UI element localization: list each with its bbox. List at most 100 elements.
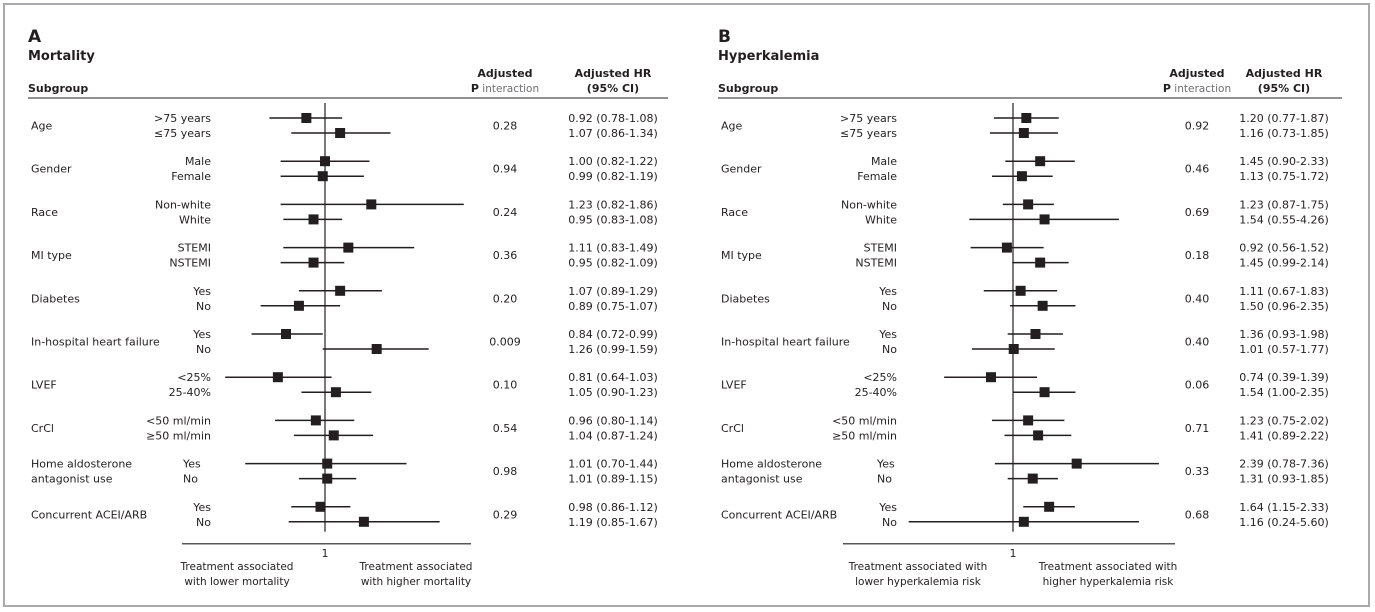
forest-panel-a: A Mortality Subgroup Adjusted P interaction A… bbox=[28, 27, 668, 588]
hr-ci-text: 1.23 (0.87-1.75) bbox=[1239, 198, 1329, 211]
subgroup-name: MI type bbox=[31, 249, 72, 262]
hr-ci-text: 0.92 (0.56-1.52) bbox=[1239, 242, 1329, 255]
hr-ci-text: 1.11 (0.67-1.83) bbox=[1239, 285, 1329, 298]
hr-ci-text: 0.95 (0.83-1.08) bbox=[568, 213, 658, 226]
subgroup-name: Gender bbox=[721, 163, 762, 176]
p-interaction-value: 0.94 bbox=[493, 163, 518, 176]
hr-ci-text: 1.19 (0.85-1.67) bbox=[568, 516, 658, 529]
subgroup-2: Race 0.24 Non-white 1.23 (0.82-1.86) White 0.… bbox=[31, 198, 658, 226]
footer-right-caption: with higher mortality bbox=[361, 576, 471, 588]
hr-point-estimate bbox=[272, 372, 283, 383]
hr-point-estimate bbox=[301, 113, 312, 123]
row-label: No bbox=[183, 473, 198, 486]
footer-right-caption: Treatment associated bbox=[359, 561, 473, 573]
hr-point-estimate bbox=[358, 516, 369, 527]
subgroup-name: MI type bbox=[721, 249, 762, 262]
subgroup-name: CrCl bbox=[721, 422, 744, 435]
hr-point-estimate bbox=[330, 387, 341, 398]
hr-point-estimate bbox=[1023, 415, 1034, 426]
p-interaction-value: 0.06 bbox=[1185, 379, 1210, 392]
subgroup-name: Race bbox=[31, 206, 58, 219]
row-label: No bbox=[196, 300, 211, 313]
column-header-p-line1: Adjusted bbox=[477, 67, 532, 80]
p-interaction-value: 0.69 bbox=[1185, 206, 1210, 219]
hr-ci-text: 0.92 (0.78-1.08) bbox=[568, 112, 658, 125]
row-label: Female bbox=[171, 170, 211, 183]
row-label: <25% bbox=[177, 371, 211, 384]
hr-point-estimate bbox=[1035, 257, 1046, 268]
hr-point-estimate bbox=[281, 329, 292, 339]
hr-ci-text: 1.16 (0.73-1.85) bbox=[1239, 127, 1329, 140]
hr-ci-text: 1.11 (0.83-1.49) bbox=[568, 242, 658, 255]
row-label: Yes bbox=[192, 501, 211, 514]
subgroup-name: antagonist use bbox=[31, 473, 113, 486]
p-interaction-value: 0.009 bbox=[489, 336, 521, 349]
hr-point-estimate bbox=[1001, 242, 1012, 253]
row-label: Yes bbox=[182, 458, 201, 471]
hr-ci-text: 1.31 (0.93-1.85) bbox=[1239, 473, 1329, 486]
hr-point-estimate bbox=[1008, 344, 1019, 354]
footer-left-caption: Treatment associated with bbox=[848, 561, 988, 573]
hr-ci-text: 0.81 (0.64-1.03) bbox=[568, 371, 658, 384]
hr-point-estimate bbox=[315, 501, 326, 512]
footer-left-caption: lower hyperkalemia risk bbox=[855, 576, 982, 588]
hr-ci-text: 1.04 (0.87-1.24) bbox=[568, 429, 658, 442]
column-header-p-interaction: interaction bbox=[479, 83, 539, 95]
row-label: White bbox=[179, 213, 211, 226]
row-label: Yes bbox=[876, 458, 895, 471]
hr-point-estimate bbox=[1037, 300, 1048, 311]
row-label: Yes bbox=[192, 328, 211, 341]
hr-point-estimate bbox=[985, 372, 996, 383]
hr-point-estimate bbox=[1018, 128, 1029, 138]
hr-ci-text: 1.07 (0.86-1.34) bbox=[568, 127, 658, 140]
hr-point-estimate bbox=[328, 430, 339, 441]
subgroup-5: In-hospital heart failure 0.40 Yes 1.36 (0.… bbox=[721, 328, 1329, 356]
column-header-hr-line2: (95% CI) bbox=[587, 82, 639, 95]
subgroup-name: Home aldosterone bbox=[721, 458, 822, 471]
subgroup-4: Diabetes 0.40 Yes 1.11 (0.67-1.83) No 1.50 (0… bbox=[721, 285, 1329, 313]
hr-ci-text: 0.96 (0.80-1.14) bbox=[568, 414, 658, 427]
subgroup-name: Diabetes bbox=[31, 292, 80, 305]
subgroup-name: Concurrent ACEI/ARB bbox=[721, 508, 837, 521]
p-interaction-value: 0.98 bbox=[493, 465, 518, 478]
hr-ci-text: 1.54 (0.55-4.26) bbox=[1239, 213, 1329, 226]
row-label: No bbox=[882, 300, 897, 313]
p-interaction-value: 0.28 bbox=[493, 120, 518, 133]
row-label: Non-white bbox=[841, 198, 897, 211]
hr-ci-text: 1.54 (1.00-2.35) bbox=[1239, 386, 1329, 399]
column-header-p-symbol: P bbox=[1163, 82, 1171, 95]
panel-title: Hyperkalemia bbox=[718, 49, 819, 64]
column-header-p-line2: P interaction bbox=[471, 82, 539, 95]
hr-point-estimate bbox=[308, 214, 319, 225]
row-label: <50 ml/min bbox=[146, 414, 211, 427]
hr-point-estimate bbox=[1027, 473, 1038, 484]
p-interaction-value: 0.36 bbox=[493, 249, 518, 262]
p-interaction-value: 0.10 bbox=[493, 379, 518, 392]
hr-ci-text: 1.36 (0.93-1.98) bbox=[1239, 328, 1329, 341]
hr-point-estimate bbox=[335, 128, 346, 138]
subgroup-1: Gender 0.46 Male 1.45 (0.90-2.33) Female 1.13… bbox=[721, 155, 1329, 183]
subgroup-name: Age bbox=[31, 120, 53, 133]
subgroup-8: Home aldosterone antagonist use 0.33 Yes 2.3… bbox=[721, 458, 1329, 486]
hr-point-estimate bbox=[1021, 113, 1032, 123]
subgroup-3: MI type 0.36 STEMI 1.11 (0.83-1.49) NSTEMI 0.… bbox=[31, 242, 658, 270]
hr-point-estimate bbox=[1030, 329, 1041, 339]
subgroup-4: Diabetes 0.20 Yes 1.07 (0.89-1.29) No 0.89 (0… bbox=[31, 285, 658, 313]
row-label: 25-40% bbox=[169, 386, 211, 399]
hr-point-estimate bbox=[343, 242, 354, 253]
row-label: No bbox=[877, 473, 892, 486]
p-interaction-value: 0.54 bbox=[493, 422, 518, 435]
column-header-subgroup: Subgroup bbox=[718, 82, 778, 95]
subgroup-name: LVEF bbox=[31, 379, 57, 392]
hr-point-estimate bbox=[293, 300, 304, 311]
row-label: ≥50 ml/min bbox=[146, 429, 211, 442]
hr-point-estimate bbox=[1071, 458, 1082, 469]
hr-point-estimate bbox=[322, 473, 333, 484]
p-interaction-value: 0.24 bbox=[493, 206, 518, 219]
row-label: Non-white bbox=[155, 198, 211, 211]
row-label: White bbox=[865, 213, 897, 226]
column-header-hr-line2: (95% CI) bbox=[1258, 82, 1310, 95]
row-label: No bbox=[196, 343, 211, 356]
hr-ci-text: 1.00 (0.82-1.22) bbox=[568, 155, 658, 168]
column-header-p-line2: P interaction bbox=[1163, 82, 1231, 95]
